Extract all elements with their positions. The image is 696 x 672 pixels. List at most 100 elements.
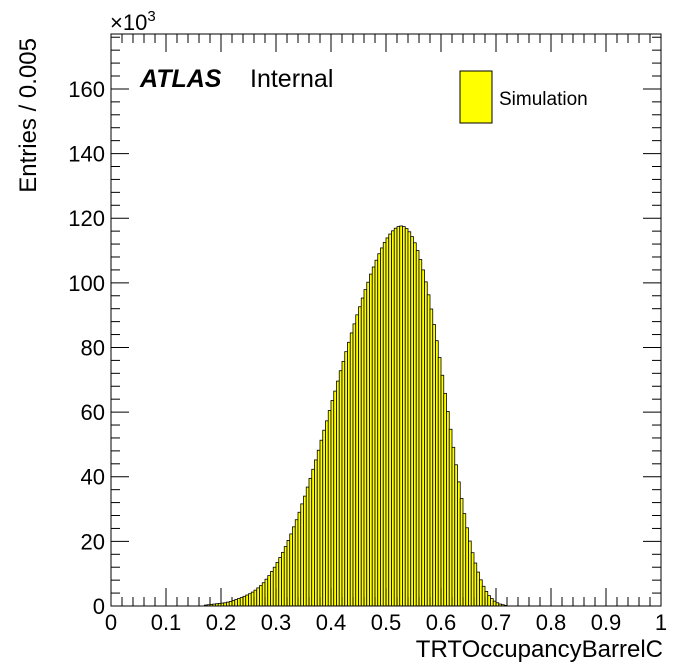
histogram-bar-55 [355, 314, 359, 607]
histogram-bar-85 [437, 357, 442, 607]
histogram-bar-44 [325, 420, 329, 607]
histogram-bar-59 [366, 281, 370, 607]
histogram-bar-28 [281, 551, 285, 607]
histogram-bar-104 [490, 598, 494, 607]
x-tick-label-4: 0.4 [316, 610, 347, 635]
histogram-bar-16 [248, 593, 252, 607]
y-tick-label-5: 100 [68, 271, 105, 296]
histogram-bar-65 [382, 242, 387, 607]
histogram-bar-43 [322, 429, 326, 607]
histogram-bar-94 [462, 513, 467, 607]
histogram-bar-53 [349, 332, 354, 607]
histogram-bar-36 [303, 495, 307, 607]
y-tick-label-4: 80 [81, 335, 105, 360]
histogram-bar-80 [424, 281, 428, 607]
histogram-bar-62 [374, 259, 379, 607]
histogram-bar-57 [360, 297, 365, 607]
histogram-bar-81 [426, 294, 431, 607]
plot-frame [110, 33, 662, 607]
histogram-bar-38 [308, 477, 313, 607]
histogram-bar-95 [465, 527, 469, 607]
histogram-bar-47 [333, 390, 337, 607]
x-tick-label-6: 0.6 [426, 610, 457, 635]
y-multiplier: ×103 [110, 8, 156, 35]
histogram-bar-23 [267, 575, 271, 607]
y-tick-label-7: 140 [68, 142, 105, 167]
histogram-bar-83 [432, 324, 436, 607]
y-multiplier-exponent: 3 [147, 8, 155, 25]
histogram-bar-67 [388, 233, 392, 607]
histogram-bar-63 [377, 253, 381, 607]
x-tick-label-2: 0.2 [206, 610, 237, 635]
histogram-bar-48 [336, 380, 340, 607]
histogram-bar-34 [297, 511, 302, 607]
internal-label: Internal [250, 65, 333, 93]
histogram-bar-66 [385, 237, 390, 607]
histogram-bar-60 [369, 273, 373, 607]
histogram-bar-86 [440, 374, 445, 607]
histogram-bar-69 [393, 227, 398, 607]
tick-labels: 0 0.1 0.2 0.3 0.4 0.5 0.6 0.7 0.8 0.9 1 0 20 40 60 80 10… [68, 77, 667, 635]
legend-label-simulation: Simulation [499, 89, 588, 110]
histogram-bar-8 [226, 601, 230, 607]
histogram-bar-49 [338, 370, 343, 607]
histogram-bar-52 [347, 341, 351, 607]
x-tick-label-3: 0.3 [261, 610, 292, 635]
y-tick-label-3: 60 [81, 400, 105, 425]
x-tick-label-7: 0.7 [481, 610, 512, 635]
histogram-bar-30 [286, 539, 291, 607]
histogram-bar-99 [476, 571, 480, 607]
x-tick-label-5: 0.5 [371, 610, 402, 635]
histogram-bar-56 [358, 306, 362, 607]
histogram-bar-76 [413, 242, 417, 607]
histogram-bar-35 [300, 503, 304, 607]
histogram-bar-27 [278, 557, 282, 607]
x-axis-title: TRTOccupancyBarrelC [416, 636, 663, 663]
histogram-bar-64 [380, 247, 384, 607]
atlas-label: ATLAS [139, 65, 222, 93]
histogram-bar-41 [316, 449, 321, 607]
histogram-bar-96 [468, 540, 472, 607]
legend: Simulation [459, 70, 588, 124]
histogram-bar-51 [344, 351, 348, 607]
axis-ticks [110, 34, 662, 607]
histogram-bar-88 [446, 411, 450, 607]
histogram-bar-75 [410, 236, 414, 607]
histogram-bar-91 [454, 464, 458, 607]
histogram-bar-100 [479, 579, 483, 607]
histogram-bar-20 [259, 585, 263, 607]
histogram-bar-68 [391, 230, 395, 607]
histogram-bar-89 [448, 428, 453, 607]
histogram-bar-15 [245, 594, 249, 607]
histogram-bar-54 [352, 323, 357, 607]
y-tick-label-1: 20 [81, 529, 105, 554]
x-tick-label-8: 0.8 [536, 610, 567, 635]
histogram-bar-33 [294, 519, 299, 607]
histogram-bar-72 [402, 226, 406, 607]
histogram-bar-82 [429, 308, 434, 607]
y-tick-label-6: 120 [68, 206, 105, 231]
histogram-bar-78 [418, 259, 423, 607]
histogram-bar-77 [415, 250, 420, 607]
histogram-bar-46 [330, 400, 335, 607]
histogram-bar-79 [421, 269, 425, 607]
histogram-bar-61 [371, 266, 376, 607]
histogram-bar-90 [451, 446, 456, 607]
histogram-bar-32 [292, 526, 296, 607]
histogram-bar-74 [407, 231, 412, 607]
y-tick-label-0: 0 [93, 594, 105, 619]
histogram-bar-93 [459, 497, 464, 607]
histogram-bar-87 [443, 392, 447, 607]
x-tick-label-10: 1 [655, 610, 667, 635]
legend-swatch-simulation [459, 70, 493, 124]
histogram-bar-45 [327, 410, 332, 607]
histogram-bar-58 [363, 289, 368, 607]
histogram-bar-12 [237, 598, 241, 607]
histogram-bar-71 [399, 225, 403, 607]
histogram-bar-11 [234, 599, 238, 607]
histogram-bar-92 [457, 481, 461, 607]
histogram-bar-84 [435, 340, 439, 607]
x-tick-label-0: 0 [105, 610, 117, 635]
y-tick-label-2: 40 [81, 465, 105, 490]
